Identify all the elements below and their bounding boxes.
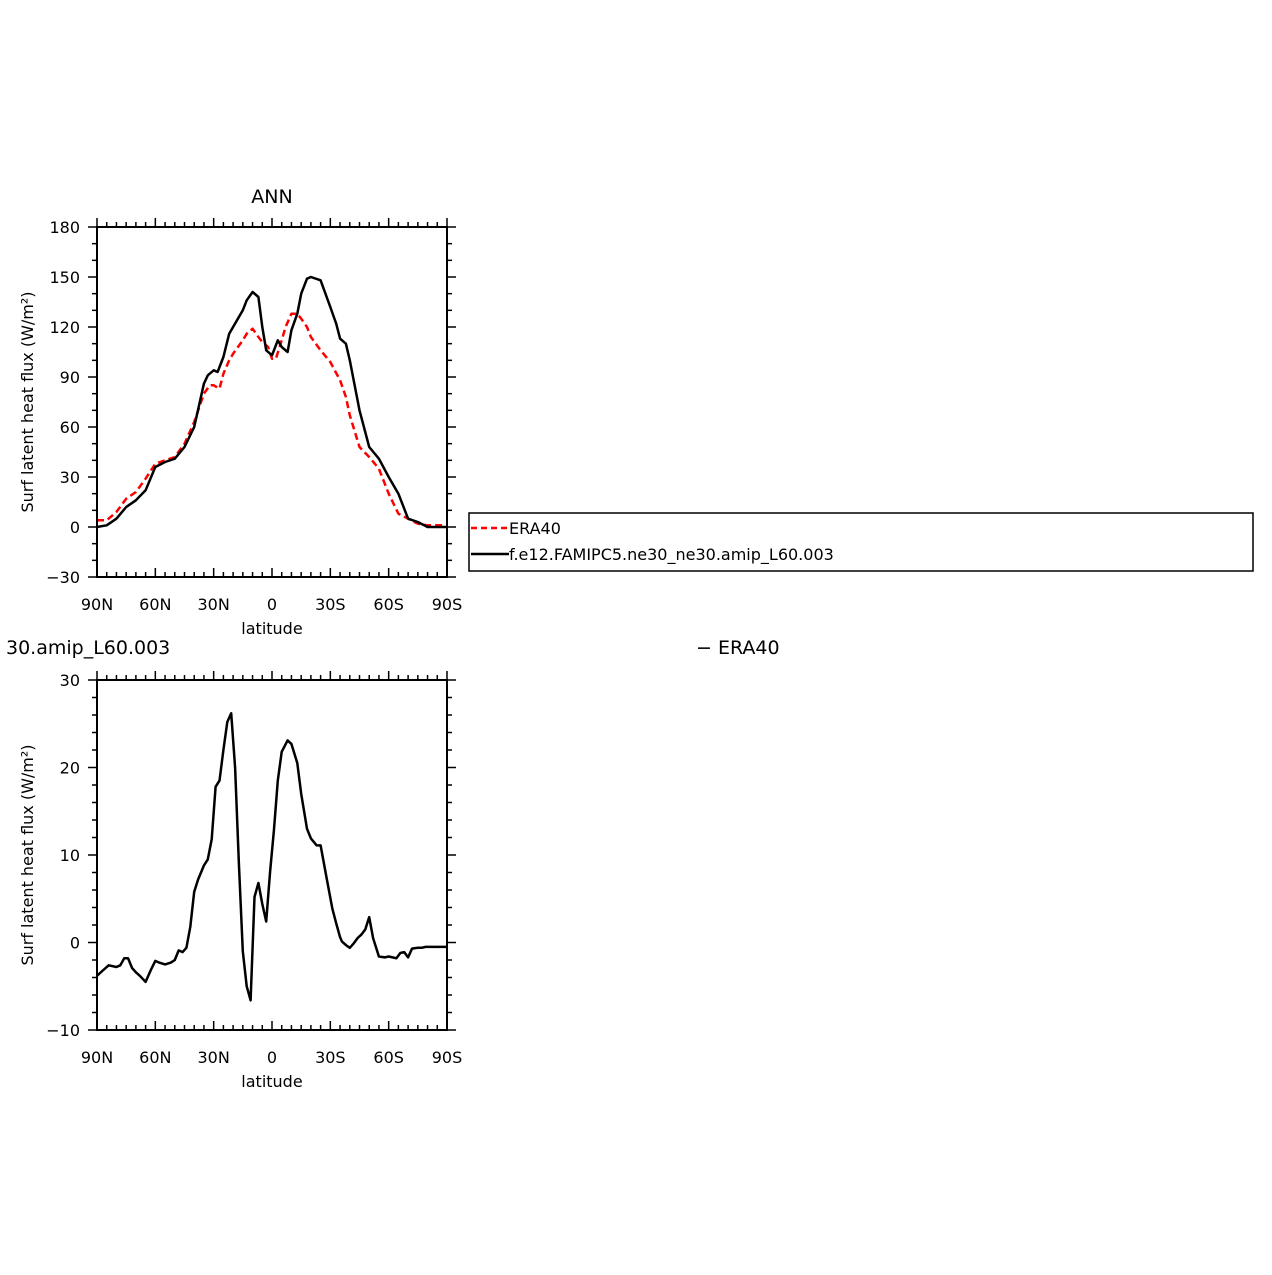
top-series-line-0 [97, 312, 447, 527]
bottom-series-line-0 [96, 712, 447, 1002]
top-xtick-label: 90S [432, 595, 463, 614]
top-ytick-label: −30 [46, 568, 80, 587]
legend-label-model: f.e12.FAMIPC5.ne30_ne30.amip_L60.003 [509, 545, 834, 565]
top-xtick-label: 30S [315, 595, 346, 614]
top-plot-series [96, 275, 447, 529]
bottom-ytick-label: 30 [60, 671, 80, 690]
bottom-xtick-label: 30S [315, 1048, 346, 1067]
top-ytick-label: 90 [60, 368, 80, 387]
top-ytick-label: 30 [60, 468, 80, 487]
legend-box [468, 512, 1254, 572]
top-plot-title: ANN [251, 186, 292, 208]
top-xtick-label: 60S [373, 595, 404, 614]
top-ytick-label: 0 [70, 518, 80, 537]
top-plot-ylabel: Surf latent heat flux (W/m²) [18, 291, 37, 512]
top-ytick-label: 120 [49, 318, 80, 337]
top-plot-frame [96, 226, 448, 578]
bottom-plot-frame [96, 679, 448, 1031]
top-ytick-label: 180 [49, 218, 80, 237]
top-plot-ticks: 90N 60N 30N 0 30S 60S 90S −30 0 30 60 90 120 150 180 [46, 218, 462, 614]
bottom-plot-title-right: − ERA40 [696, 637, 780, 659]
top-xtick-label: 90N [81, 595, 113, 614]
bottom-plot-title: 30.amip_L60.003 [6, 637, 170, 659]
legend-label-era40: ERA40 [509, 519, 561, 538]
bottom-plot-ylabel: Surf latent heat flux (W/m²) [18, 744, 37, 965]
bottom-xtick-label: 0 [267, 1048, 277, 1067]
bottom-ytick-label: 20 [60, 759, 80, 778]
bottom-xtick-label: 30N [198, 1048, 230, 1067]
top-xtick-label: 0 [267, 595, 277, 614]
top-ytick-label: 60 [60, 418, 80, 437]
top-series-line-1 [96, 275, 447, 529]
bottom-plot-ticks: 90N 60N 30N 0 30S 60S 90S −10 0 10 20 30 [46, 671, 462, 1067]
top-xtick-label: 30N [198, 595, 230, 614]
legend: ERA40 f.e12.FAMIPC5.ne30_ne30.amip_L60.0… [468, 512, 1254, 572]
bottom-ytick-label: −10 [46, 1021, 80, 1040]
bottom-xtick-label: 90N [81, 1048, 113, 1067]
bottom-panel: 30.amip_L60.003 − ERA40 90N 60N 30N 0 30S 60S… [6, 637, 780, 1091]
bottom-ytick-label: 10 [60, 846, 80, 865]
top-xtick-label: 60N [139, 595, 171, 614]
bottom-xtick-label: 60N [139, 1048, 171, 1067]
bottom-plot-xlabel: latitude [241, 1072, 302, 1091]
top-panel: ANN 90N 60N 30N 0 30S 60S 90S −30 0 30 60 90 120 150 1… [18, 186, 462, 638]
top-plot-xlabel: latitude [241, 619, 302, 638]
bottom-plot-series [96, 712, 447, 1002]
bottom-xtick-label: 90S [432, 1048, 463, 1067]
bottom-ytick-label: 0 [70, 934, 80, 953]
top-ytick-label: 150 [49, 268, 80, 287]
bottom-xtick-label: 60S [373, 1048, 404, 1067]
